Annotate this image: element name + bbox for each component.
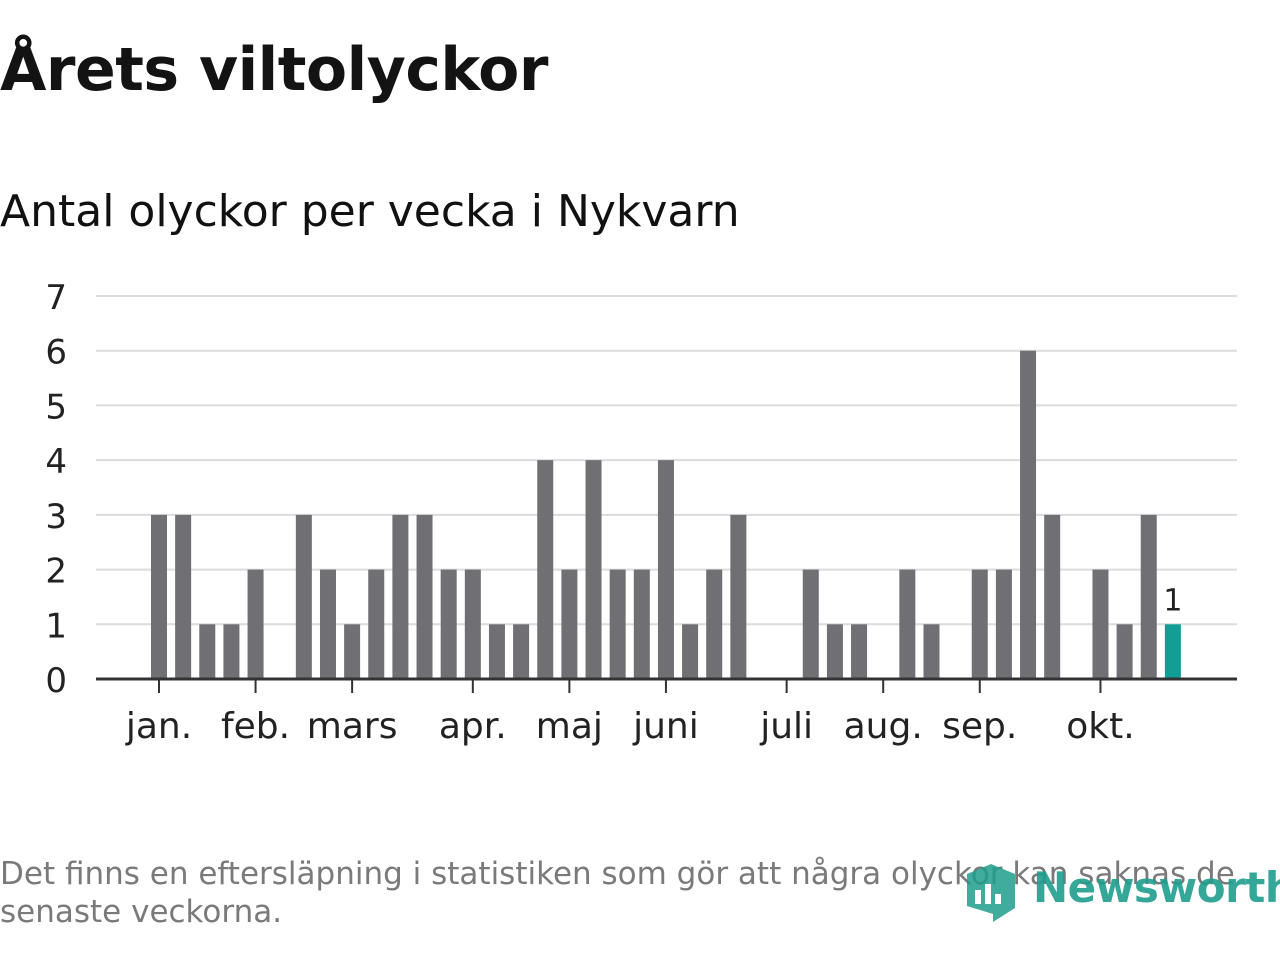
bar — [344, 624, 361, 679]
bar — [923, 624, 940, 679]
bar — [537, 460, 554, 679]
x-tick-label: juli — [759, 706, 813, 747]
x-tick-label: apr. — [439, 706, 507, 747]
bar-chart: 0 1 2 3 4 5 6 7 1 jan. feb. mars apr. maj juni juli au… — [45, 278, 1237, 747]
bar — [682, 624, 699, 679]
y-tick-label: 3 — [45, 497, 67, 537]
y-tick-label: 2 — [45, 552, 67, 592]
bar — [971, 569, 988, 679]
bar — [151, 514, 167, 679]
bar — [199, 624, 216, 679]
bar — [295, 514, 312, 679]
y-tick-label: 7 — [45, 278, 67, 318]
bar — [319, 569, 336, 679]
x-axis-ticks: jan. feb. mars apr. maj juni juli aug. sep. okt. — [125, 679, 1135, 747]
y-tick-label: 6 — [45, 333, 67, 373]
bar — [175, 514, 192, 679]
bar — [488, 624, 505, 679]
y-tick-label: 4 — [45, 442, 67, 482]
bar — [826, 624, 843, 679]
bar — [1116, 624, 1133, 679]
highlight-data-label: 1 — [1163, 583, 1182, 618]
footnote: Det finns en eftersläpning i statistiken… — [0, 856, 1235, 930]
bar — [416, 514, 433, 679]
bar — [1044, 514, 1061, 679]
bar-current-week — [1164, 624, 1181, 679]
bar — [1020, 350, 1037, 679]
newsworthy-logo-text: Newsworthy — [1033, 863, 1280, 912]
bar — [730, 514, 747, 679]
bar — [899, 569, 916, 679]
newsworthy-logo: Newsworthy — [963, 860, 1280, 930]
bar — [802, 569, 819, 679]
x-tick-label: sep. — [942, 706, 1017, 747]
bar — [223, 624, 240, 679]
y-axis-ticks: 0 1 2 3 4 5 6 7 — [45, 278, 67, 701]
bar — [633, 569, 650, 679]
bar — [657, 460, 674, 679]
y-tick-label: 0 — [45, 661, 67, 701]
x-tick-label: maj — [536, 706, 603, 747]
bar — [1140, 514, 1157, 679]
bar — [995, 569, 1012, 679]
chart-subtitle: Antal olyckor per vecka i Nykvarn — [0, 186, 740, 237]
bar — [561, 569, 578, 679]
x-tick-label: okt. — [1066, 706, 1134, 747]
bar — [851, 624, 868, 679]
bar — [609, 569, 626, 679]
x-tick-label: mars — [307, 706, 398, 747]
bar — [247, 569, 264, 679]
chart-title: Årets viltolyckor — [0, 35, 549, 105]
x-tick-label: jan. — [125, 706, 192, 747]
x-tick-label: aug. — [844, 706, 923, 747]
bar — [440, 569, 457, 679]
bar — [368, 569, 385, 679]
newsworthy-logo-icon — [967, 864, 1015, 922]
bar — [1092, 569, 1109, 679]
bar — [513, 624, 530, 679]
bar — [706, 569, 723, 679]
x-tick-label: feb. — [221, 706, 290, 747]
bar — [464, 569, 481, 679]
y-tick-label: 1 — [45, 606, 67, 646]
x-tick-label: juni — [632, 706, 699, 747]
bar — [585, 460, 602, 679]
bars: 1 — [151, 350, 1182, 679]
bar — [392, 514, 409, 679]
y-tick-label: 5 — [45, 387, 67, 427]
